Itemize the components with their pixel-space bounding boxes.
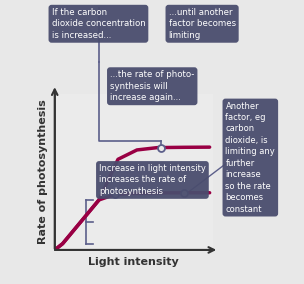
Text: If the carbon
dioxide concentration
is increased...: If the carbon dioxide concentration is i…	[52, 8, 145, 40]
Text: Increase in light intensity
increases the rate of
photosynthesis: Increase in light intensity increases th…	[99, 164, 206, 196]
Text: ...until another
factor becomes
limiting: ...until another factor becomes limiting	[168, 8, 236, 40]
Y-axis label: Rate of photosynthesis: Rate of photosynthesis	[38, 99, 48, 244]
X-axis label: Light intensity: Light intensity	[88, 257, 179, 267]
Text: ...the rate of photo-
synthesis will
increase again...: ...the rate of photo- synthesis will inc…	[110, 70, 195, 102]
Text: Another
factor, eg
carbon
dioxide, is
limiting any
further
increase
so the rate
: Another factor, eg carbon dioxide, is li…	[226, 102, 275, 214]
